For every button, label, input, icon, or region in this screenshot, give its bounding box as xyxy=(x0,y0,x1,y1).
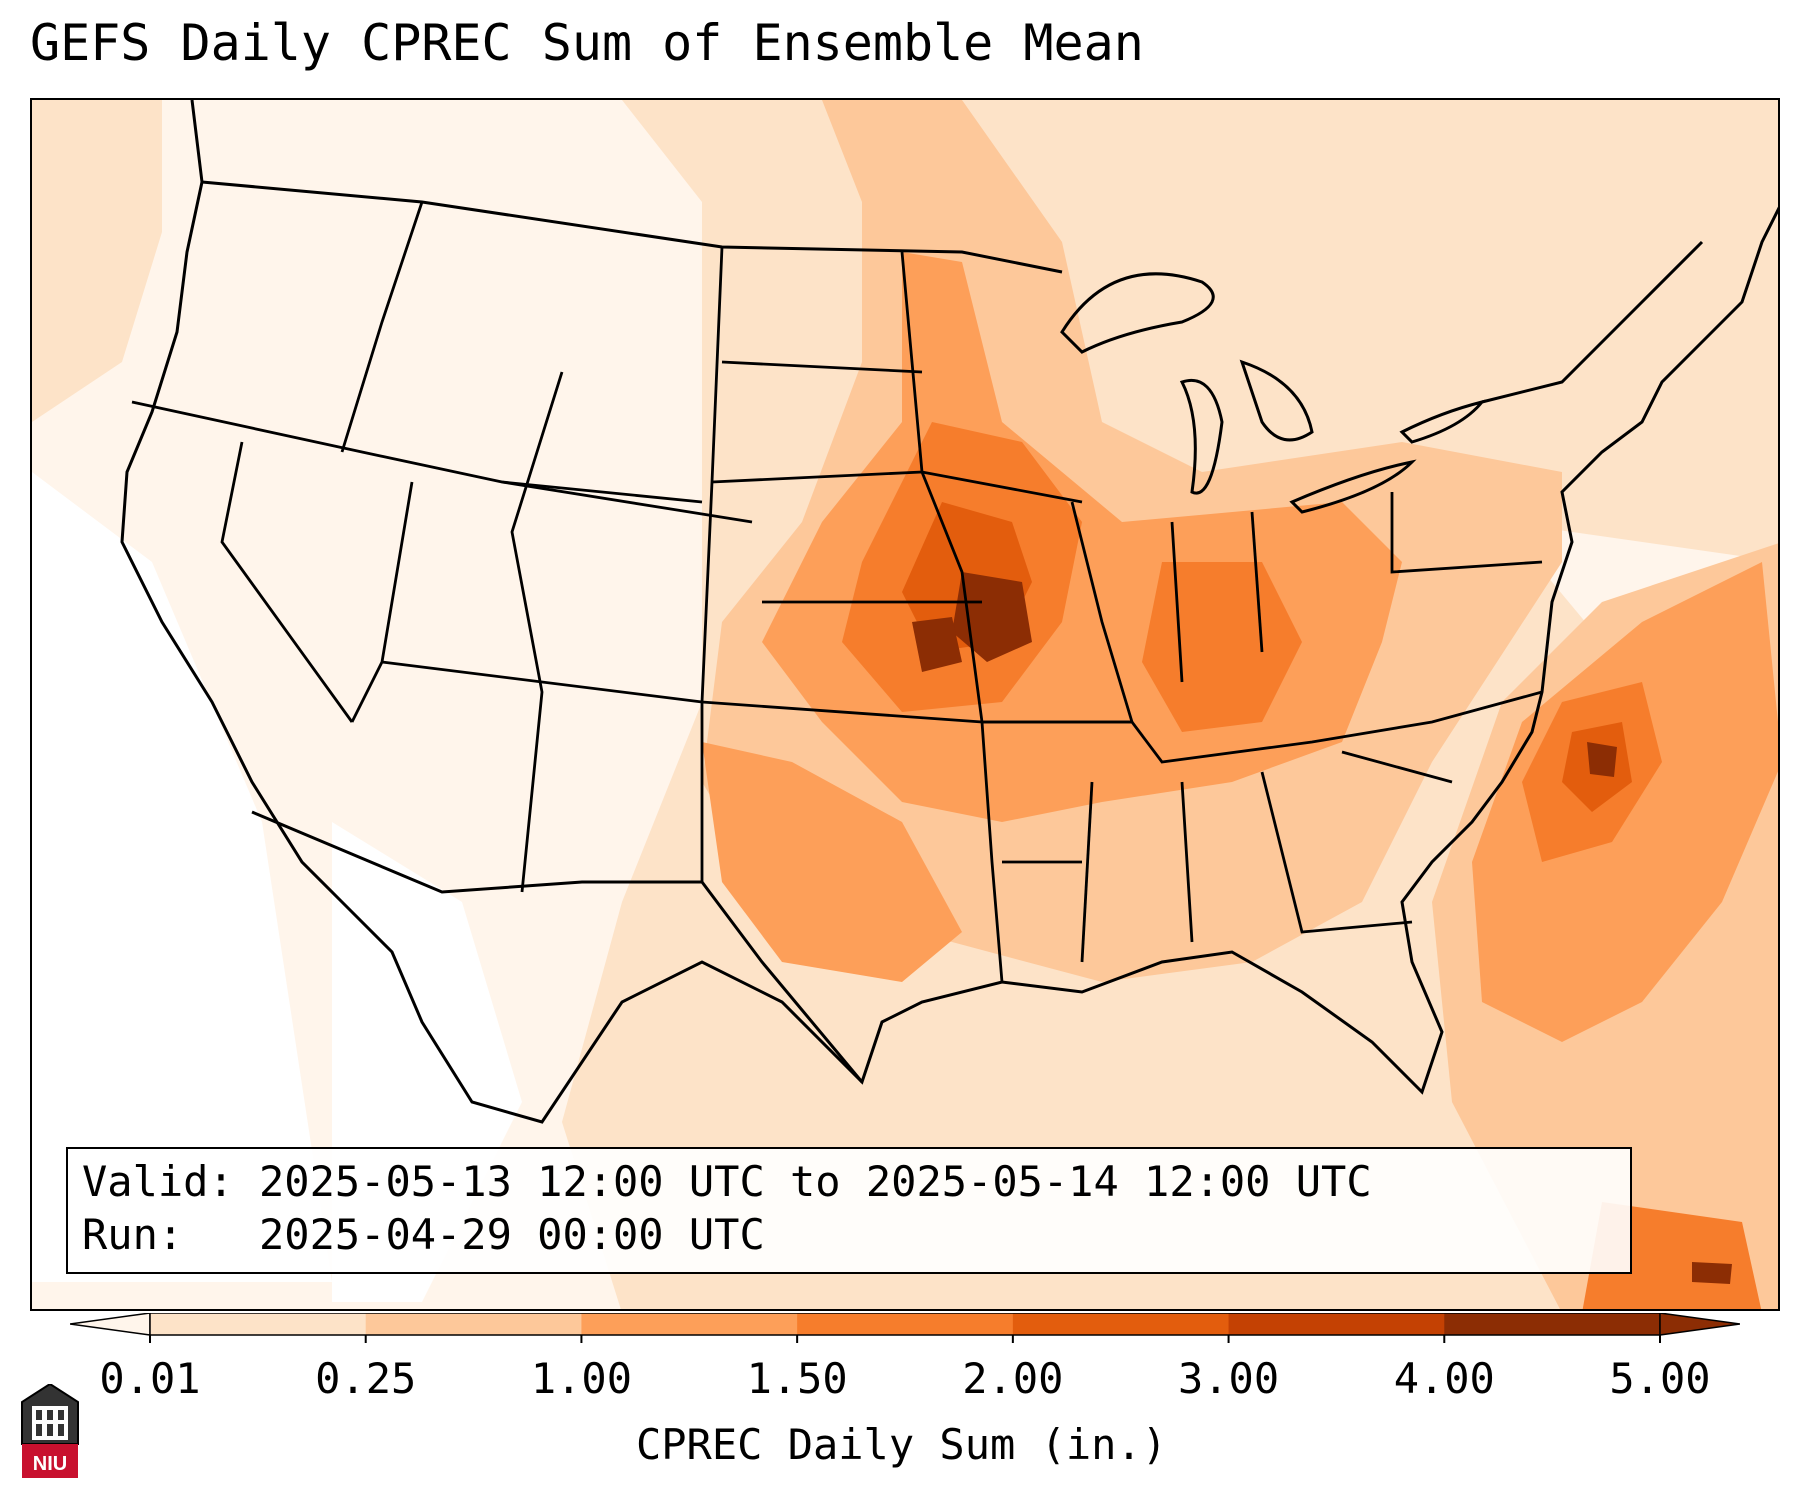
colorbar-tick-label: 0.25 xyxy=(315,1354,417,1403)
canada-border-east xyxy=(1481,240,1704,404)
niu-logo: NIU xyxy=(20,1382,80,1484)
colorbar-tick-label: 1.50 xyxy=(746,1354,848,1403)
precip-map xyxy=(30,98,1780,1311)
state-line-illinois-w xyxy=(1070,501,1134,723)
map-title: GEFS Daily CPREC Sum of Ensemble Mean xyxy=(30,14,1144,72)
colorbar-tick-label: 0.01 xyxy=(99,1354,201,1403)
colorbar-segments xyxy=(149,1313,1661,1336)
state-line-ohio-w xyxy=(1250,511,1264,653)
colorbar-tick-label: 3.00 xyxy=(1177,1354,1280,1403)
field-kansas-max xyxy=(912,617,962,672)
lake-huron xyxy=(1239,359,1314,442)
state-line-36n xyxy=(982,690,1543,764)
field-ohio-heavy xyxy=(1142,562,1302,732)
colorbar-ticks xyxy=(149,1335,1661,1343)
mexico-border xyxy=(251,810,864,1083)
colorbar-tick-label: 4.00 xyxy=(1393,1354,1495,1403)
field-texas-strong xyxy=(702,742,962,982)
lake-ontario xyxy=(1399,399,1486,444)
colorbar-segment xyxy=(797,1313,1014,1335)
run-text: 2025-04-29 00:00 UTC xyxy=(259,1210,765,1259)
state-line-pa xyxy=(1390,492,1543,574)
state-line-central-n-s xyxy=(900,251,1004,983)
colorbar-segment xyxy=(150,1313,367,1335)
state-line-colorado-e xyxy=(700,246,724,882)
state-line-dakotas xyxy=(721,360,923,374)
state-line-mississippi xyxy=(1080,781,1094,963)
state-line-idaho xyxy=(340,201,424,453)
state-line-alabama xyxy=(1180,781,1194,943)
colorbar-label: CPREC Daily Sum (in.) xyxy=(635,1420,1167,1469)
state-line-georgia xyxy=(1260,771,1413,934)
valid-text: 2025-05-13 12:00 UTC to 2025-05-14 12:00… xyxy=(259,1157,1372,1206)
state-line-carolinas xyxy=(1341,750,1453,784)
colorbar-segment xyxy=(581,1313,798,1335)
colorbar-segment xyxy=(365,1313,582,1335)
state-line-42n xyxy=(131,400,703,504)
state-line-utah-e xyxy=(510,371,564,893)
lake-erie xyxy=(1289,459,1417,514)
coastline xyxy=(120,100,1778,1124)
university-tower-icon: NIU xyxy=(21,1382,79,1478)
state-line-indiana xyxy=(1170,521,1184,683)
colorbar-segment xyxy=(1012,1313,1230,1335)
colorbar-tick-label: 2.00 xyxy=(962,1354,1064,1403)
colorbar-extend-low xyxy=(70,1313,151,1336)
precip-map-svg xyxy=(32,100,1778,1309)
valid-run-box: Valid: 2025-05-13 12:00 UTC to 2025-05-1… xyxy=(66,1147,1632,1274)
colorbar-tick-label: 1.00 xyxy=(530,1354,632,1403)
state-borders xyxy=(131,201,1543,983)
state-line-nevada xyxy=(220,441,354,723)
field-atlantic-max xyxy=(1587,742,1617,777)
valid-label: Valid: xyxy=(82,1157,234,1206)
field-caribbean-max xyxy=(1692,1262,1732,1284)
colorbar-segment xyxy=(1444,1313,1661,1335)
colorbar-tick-label: 5.00 xyxy=(1609,1354,1711,1403)
colorbar-extend-high xyxy=(1659,1313,1740,1336)
field-pacific-dry xyxy=(32,472,332,1282)
colorbar-segment xyxy=(1228,1313,1445,1335)
field-pacific-nw xyxy=(32,100,162,422)
logo-text: NIU xyxy=(33,1453,67,1475)
lake-superior xyxy=(1060,272,1215,354)
state-line-wyoming-s xyxy=(501,480,753,524)
colorbar xyxy=(70,1313,1740,1343)
lake-michigan xyxy=(1179,379,1224,495)
run-label: Run: xyxy=(82,1210,184,1259)
